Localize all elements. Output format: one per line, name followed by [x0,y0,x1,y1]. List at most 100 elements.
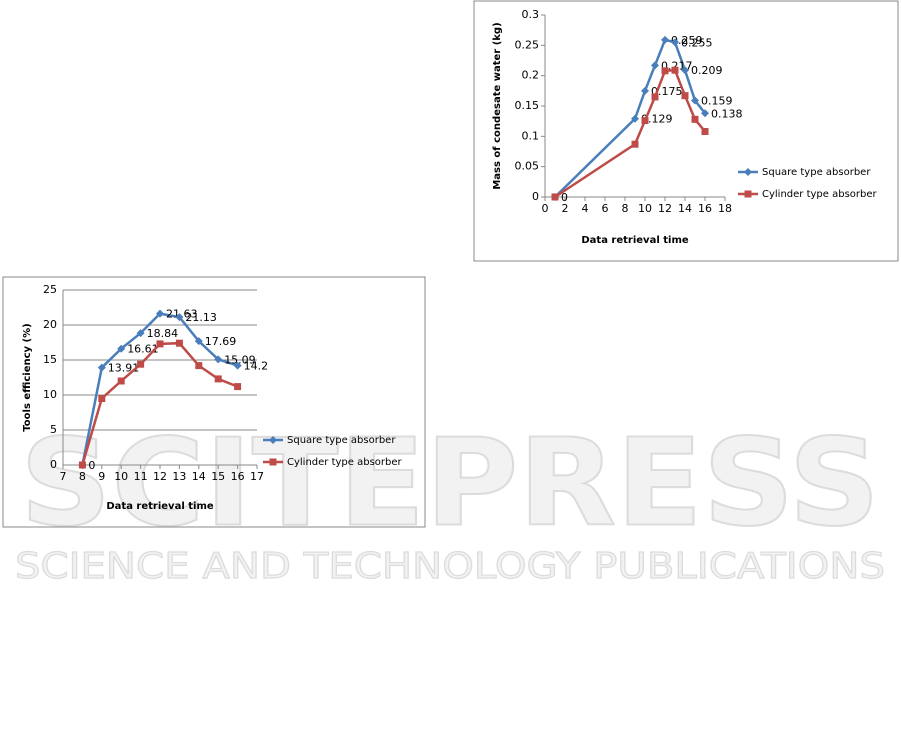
point [631,140,639,148]
y-axis-title: Mass of condesate water (kg) [492,22,503,189]
point [681,92,689,100]
point [691,96,699,105]
point [661,67,669,75]
point [156,340,164,348]
y-tick-label: 25 [43,283,57,296]
watermark-tagline: SCIENCE AND TECHNOLOGY PUBLICATIONS [15,546,885,587]
point [175,339,183,347]
y-tick-label: 0 [50,458,57,471]
y-tick-label: 0.25 [515,38,540,51]
x-axis-title: Data retrieval time [106,501,213,512]
x-tick-label: 8 [622,202,629,215]
point [195,362,203,370]
point [175,313,184,322]
x-tick-label: 17 [250,470,264,483]
y-tick-label: 0.3 [522,8,540,21]
x-tick-label: 6 [602,202,609,215]
x-tick-label: 16 [698,202,712,215]
point [671,38,679,47]
legend-marker [269,458,277,466]
data-label: 21.13 [185,311,217,324]
point [234,383,242,391]
x-tick-label: 13 [172,470,186,483]
point [214,355,223,364]
point [97,363,106,372]
y-tick-label: 20 [43,318,57,331]
x-tick-label: 14 [192,470,206,483]
data-label: 0 [561,191,568,204]
y-tick-label: 10 [43,388,57,401]
point [631,114,639,123]
x-tick-label: 16 [231,470,245,483]
x-tick-label: 14 [678,202,692,215]
point [117,344,126,353]
point [233,361,242,370]
y-tick-label: 0.1 [522,129,540,142]
legend-label: Cylinder type absorber [762,189,878,200]
point [214,375,222,383]
x-tick-label: 4 [582,202,589,215]
legend-label: Square type absorber [762,167,871,178]
x-tick-label: 8 [79,470,86,483]
point [691,115,699,123]
data-label: 0.255 [681,36,713,49]
point [701,127,709,135]
legend-marker [744,190,752,198]
x-axis-title: Data retrieval time [581,235,688,246]
x-tick-label: 12 [658,202,672,215]
y-tick-label: 5 [50,423,57,436]
point [661,35,669,44]
data-label: 0.138 [711,107,743,120]
data-label: 0 [88,459,95,472]
point [98,395,106,402]
series-line [554,68,706,199]
x-tick-label: 10 [114,470,128,483]
point [651,61,659,70]
point [671,66,679,74]
data-label: 0.209 [691,64,723,77]
legend-marker [744,168,752,176]
point [701,109,709,118]
data-label: 21.63 [166,308,198,321]
point [136,329,145,338]
x-tick-label: 11 [134,470,148,483]
y-tick-label: 15 [43,353,57,366]
point [641,86,649,95]
x-tick-label: 15 [211,470,225,483]
x-tick-label: 7 [60,470,67,483]
point [681,66,689,75]
x-tick-label: 18 [718,202,732,215]
data-label: 17.69 [205,335,237,348]
point [641,117,649,125]
y-axis-title: Tools efficiency (%) [22,323,33,431]
legend-marker [269,436,277,444]
legend-label: Square type absorber [287,435,396,446]
x-tick-label: 2 [562,202,569,215]
x-tick-label: 0 [542,202,549,215]
point [78,461,86,469]
data-label: 14.2 [244,360,269,373]
point [551,193,559,201]
chart-frame [473,0,899,262]
point [156,309,164,318]
y-tick-label: 0.05 [515,160,540,173]
data-label: 0.259 [671,34,703,47]
chart-frame [2,276,426,528]
watermark-logo: SCITEPRESS [20,415,880,554]
data-label: 18.84 [147,327,179,340]
y-tick-label: 0.15 [515,99,540,112]
x-tick-label: 10 [638,202,652,215]
legend-label: Cylinder type absorber [287,457,403,468]
point [651,93,659,101]
data-label: 0.159 [701,95,733,108]
point [137,360,145,368]
data-label: 15.09 [224,353,256,366]
x-tick-label: 12 [153,470,167,483]
x-tick-label: 9 [98,470,105,483]
data-label: 0.129 [641,113,673,126]
point [194,337,203,346]
point [117,377,125,385]
y-tick-label: 0 [532,190,539,203]
y-tick-label: 0.2 [522,69,540,82]
